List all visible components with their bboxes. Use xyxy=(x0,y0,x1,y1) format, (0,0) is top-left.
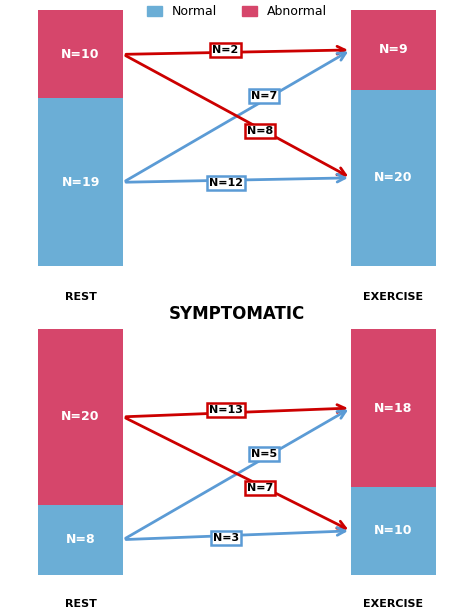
Text: EXERCISE: EXERCISE xyxy=(364,292,423,301)
Text: REST: REST xyxy=(64,292,97,301)
Text: N=9: N=9 xyxy=(379,44,408,56)
Text: N=13: N=13 xyxy=(209,405,243,415)
Text: N=20: N=20 xyxy=(61,410,100,423)
Text: N=8: N=8 xyxy=(246,126,273,136)
Bar xyxy=(351,10,436,90)
Text: N=7: N=7 xyxy=(251,91,277,101)
Text: N=10: N=10 xyxy=(61,48,100,61)
Bar xyxy=(38,505,123,575)
Bar xyxy=(38,98,123,266)
Text: N=19: N=19 xyxy=(62,176,100,188)
Bar xyxy=(351,90,436,266)
Bar xyxy=(351,487,436,575)
Text: REST: REST xyxy=(64,599,97,609)
Text: N=12: N=12 xyxy=(209,178,243,188)
Bar xyxy=(38,10,123,98)
Text: N=8: N=8 xyxy=(66,533,95,546)
Bar xyxy=(351,329,436,487)
Text: N=10: N=10 xyxy=(374,524,413,537)
Text: N=2: N=2 xyxy=(212,45,239,55)
Text: N=18: N=18 xyxy=(374,402,412,414)
Text: ASYMPTOMATIC: ASYMPTOMATIC xyxy=(163,0,311,4)
Bar xyxy=(38,329,123,505)
Text: SYMPTOMATIC: SYMPTOMATIC xyxy=(169,305,305,323)
Legend: Normal, Abnormal: Normal, Abnormal xyxy=(142,0,332,23)
Text: N=20: N=20 xyxy=(374,171,413,184)
Text: N=7: N=7 xyxy=(246,483,273,493)
Text: EXERCISE: EXERCISE xyxy=(364,599,423,609)
Text: N=5: N=5 xyxy=(251,449,277,459)
Text: N=3: N=3 xyxy=(212,534,239,543)
